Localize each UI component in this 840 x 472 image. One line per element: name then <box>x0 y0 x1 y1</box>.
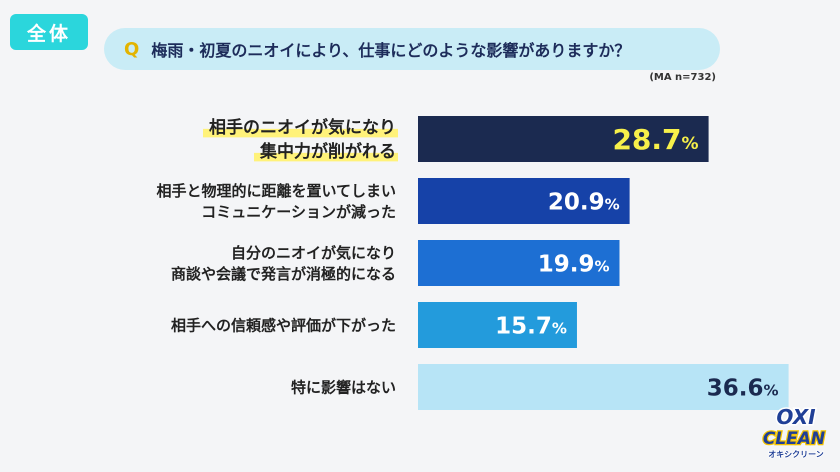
bar-1 <box>418 178 630 224</box>
bar-3 <box>418 302 577 348</box>
logo-line3: オキシクリーン <box>768 449 824 459</box>
value-label-3: 15.7% <box>495 313 567 339</box>
logo-line2: CLEAN <box>763 429 825 449</box>
category-label-1-1: コミュニケーションが減った <box>201 203 396 221</box>
logo-line1: OXI <box>776 405 816 429</box>
value-label-0: 28.7% <box>612 123 698 156</box>
category-label-0-1: 集中力が削がれる <box>259 141 396 162</box>
question-mark: Q <box>124 38 140 60</box>
label-highlight <box>203 128 398 138</box>
category-label-2-1: 商談や会議で発言が消極的になる <box>171 265 396 283</box>
sample-note: (MA n=732) <box>649 72 716 83</box>
category-label-0-0: 相手のニオイが気になり <box>209 117 396 138</box>
value-label-1: 20.9% <box>548 189 620 215</box>
segment-tag: 全体 <box>10 14 88 50</box>
label-highlight <box>254 152 398 162</box>
category-label-2-0: 自分のニオイが気になり <box>231 244 396 262</box>
oxiclean-logo: OXI CLEAN オキシクリーン <box>762 404 827 460</box>
category-label-4-0: 特に影響はない <box>291 378 396 396</box>
bar-4 <box>418 364 789 410</box>
question-text: 梅雨・初夏のニオイにより、仕事にどのような影響がありますか？ <box>151 41 631 60</box>
value-label-4: 36.6% <box>707 375 779 401</box>
question-banner: Q 梅雨・初夏のニオイにより、仕事にどのような影響がありますか？ <box>104 28 720 70</box>
bar-2 <box>418 240 620 286</box>
category-label-3-0: 相手への信頼感や評価が下がった <box>171 316 396 334</box>
value-label-2: 19.9% <box>538 251 610 277</box>
category-label-1-0: 相手と物理的に距離を置いてしまい <box>156 182 396 200</box>
bar-0 <box>418 116 709 162</box>
